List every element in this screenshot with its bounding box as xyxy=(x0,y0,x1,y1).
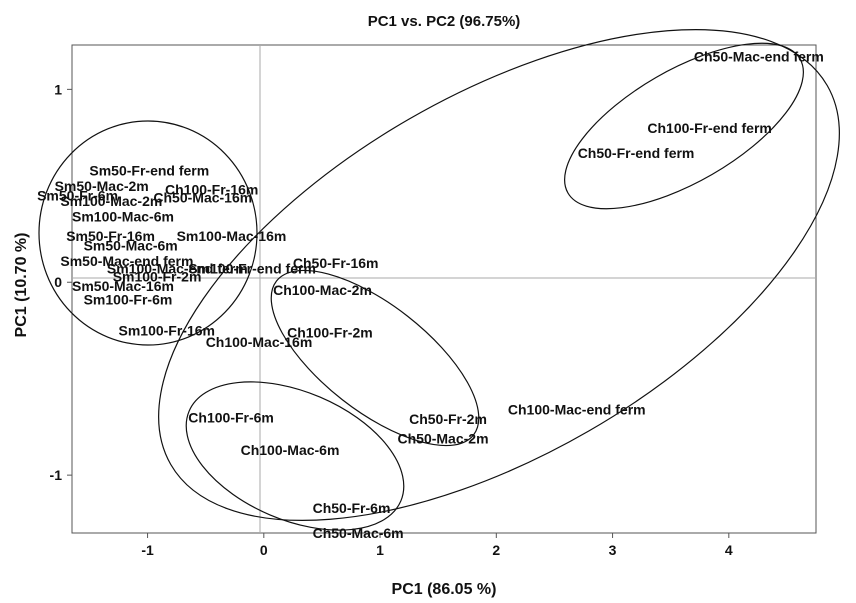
point-label: Ch50-Mac-16m xyxy=(153,189,252,205)
chart-title: PC1 vs. PC2 (96.75%) xyxy=(368,13,521,30)
point-label: Ch50-Fr-16m xyxy=(293,255,379,271)
point-label: Ch50-Mac-6m xyxy=(313,525,404,541)
ellipse-ch-6m-group xyxy=(185,381,405,531)
point-labels: Ch50-Mac-end ferm Ch100-Fr-end ferm Ch50-F… xyxy=(37,49,824,541)
point-label: Ch100-Fr-2m xyxy=(287,324,373,340)
y-axis-title: PC1 (10.70 %) xyxy=(13,233,30,338)
plot-area-frame xyxy=(71,44,817,534)
point-label: Sm100-Mac-end ferm xyxy=(107,261,248,277)
ellipse-ch-2m-group xyxy=(270,269,480,447)
y-tick-label: -1 xyxy=(50,467,63,483)
point-label: Sm50-Fr-6m xyxy=(37,188,118,204)
point-label: Sm50-Fr-16m xyxy=(66,228,155,244)
x-axis-ticks: -1 0 1 2 3 4 xyxy=(141,533,733,558)
point-label: Ch100-Mac-6m xyxy=(241,442,340,458)
point-label: Sm100-Fr-6m xyxy=(84,292,173,308)
x-tick-label: -1 xyxy=(141,542,154,558)
point-label: Ch100-Mac-16m xyxy=(206,334,313,350)
point-label: Ch100-Fr-end ferm xyxy=(647,120,771,136)
point-label: Sm100-Mac-2m xyxy=(60,193,162,209)
point-label: Ch50-Fr-6m xyxy=(313,500,391,516)
y-tick-label: 1 xyxy=(54,81,62,97)
point-label: Ch50-Fr-2m xyxy=(409,411,487,427)
ellipse-sm-group xyxy=(38,120,258,346)
point-label: Sm50-Mac-16m xyxy=(72,278,174,294)
point-label: Sm50-Mac-6m xyxy=(84,238,178,254)
ellipse-ch-end-ferm-group xyxy=(564,42,804,210)
point-label: Sm50-Mac-2m xyxy=(55,178,149,194)
point-label: Ch50-Mac-2m xyxy=(398,431,489,447)
point-label: Sm50-Fr-end ferm xyxy=(89,162,209,178)
point-label: Sm50-Mac-end ferm xyxy=(60,253,193,269)
point-label: Ch50-Fr-end ferm xyxy=(578,145,695,161)
x-tick-label: 2 xyxy=(492,542,500,558)
point-label: Sm100-Fr-2m xyxy=(113,269,202,285)
point-label: Ch100-Fr-6m xyxy=(188,409,274,425)
group-ellipses xyxy=(38,29,840,531)
point-label: Ch50-Mac-end ferm xyxy=(694,49,824,65)
point-label: Sm100-Fr-16m xyxy=(119,323,216,339)
x-tick-label: 4 xyxy=(725,542,733,558)
point-label: Sm100-Mac-6m xyxy=(72,209,174,225)
x-tick-label: 0 xyxy=(260,542,268,558)
point-label: Ch100-Fr-16m xyxy=(165,182,258,198)
ellipse-ch-all-group xyxy=(158,29,840,521)
point-label: Ch100-Mac-end ferm xyxy=(508,402,646,418)
point-label: Sm100-Fr-end ferm xyxy=(188,261,316,277)
x-tick-label: 3 xyxy=(609,542,617,558)
y-axis-ticks: 1 0 -1 xyxy=(50,81,72,483)
y-tick-label: 0 xyxy=(54,274,62,290)
x-tick-label: 1 xyxy=(376,542,384,558)
point-label: Ch100-Mac-2m xyxy=(273,282,372,298)
point-label: Sm100-Mac-16m xyxy=(177,228,287,244)
x-axis-title: PC1 (86.05 %) xyxy=(392,581,497,598)
